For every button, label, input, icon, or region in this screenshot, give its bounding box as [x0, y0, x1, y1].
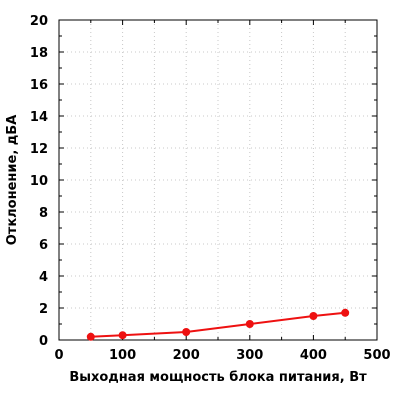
series-line	[90, 311, 346, 338]
data-point	[86, 332, 95, 341]
axis-ticks	[58, 19, 378, 341]
data-point	[341, 308, 350, 317]
x-tick-label: 100	[109, 348, 136, 363]
y-tick-label: 4	[39, 270, 48, 285]
x-tick-label: 300	[236, 348, 263, 363]
x-tick-labels: 0 100 200 300 400 500	[54, 348, 390, 363]
x-tick-label: 0	[54, 348, 63, 363]
y-tick-label: 18	[30, 46, 48, 61]
y-tick-label: 0	[39, 334, 48, 349]
y-tick-labels: 0 2 4 6 8 10 12 14 16 18 20	[30, 14, 48, 349]
x-tick-label: 200	[173, 348, 200, 363]
x-tick-label: 500	[363, 348, 390, 363]
data-point	[182, 328, 191, 336]
x-tick-label: 400	[300, 348, 327, 363]
x-axis-title: Выходная мощность блока питания, Вт	[69, 370, 367, 385]
y-tick-label: 20	[30, 14, 48, 29]
y-tick-label: 14	[30, 110, 48, 125]
data-point	[118, 331, 127, 340]
series	[86, 308, 350, 341]
data-point	[245, 320, 254, 328]
y-tick-label: 10	[30, 174, 48, 189]
y-tick-label: 6	[39, 238, 48, 253]
grid	[59, 20, 377, 340]
y-tick-label: 12	[30, 142, 48, 157]
y-tick-label: 8	[39, 206, 48, 221]
y-tick-label: 16	[30, 78, 48, 93]
y-tick-label: 2	[39, 302, 48, 317]
y-axis-title: Отклонение, дБА	[5, 115, 20, 246]
data-point	[309, 312, 318, 320]
